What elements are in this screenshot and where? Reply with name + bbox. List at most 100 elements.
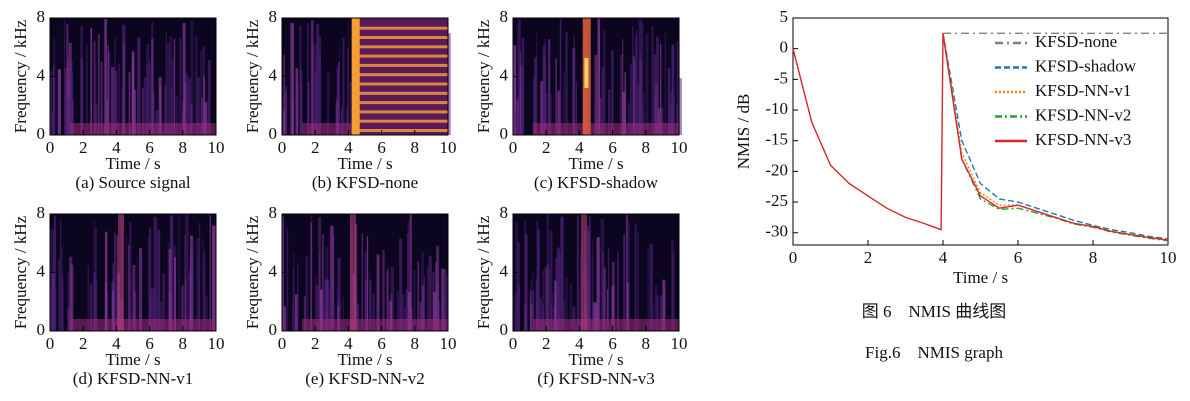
y-tick-label: 4: [500, 65, 509, 84]
spectrogram-texture: [203, 102, 207, 135]
x-axis-label: Time / s: [105, 350, 160, 369]
spectrogram-texture: [351, 91, 448, 95]
spectrogram-texture: [525, 268, 528, 331]
spectrogram-texture: [340, 108, 343, 135]
spectrogram-texture: [104, 282, 107, 331]
spectrogram-texture: [637, 230, 639, 331]
spectrogram-texture: [649, 243, 653, 331]
spectrogram-texture: [136, 256, 138, 331]
spectrogram-texture: [419, 302, 422, 331]
spectrogram-texture: [407, 221, 409, 331]
spectrogram-texture: [591, 238, 594, 331]
spectrogram-texture: [134, 89, 136, 135]
spectrogram-texture: [207, 60, 211, 135]
spectrogram-texture: [170, 89, 173, 135]
spectrogram-texture: [314, 71, 318, 135]
spectrogram-texture: [650, 265, 653, 331]
panel-caption: (e) KFSD-NN-v2: [305, 369, 424, 388]
x-tick-label: 8: [642, 334, 651, 353]
spectrogram-texture: [654, 83, 658, 135]
spectrogram-texture: [149, 288, 153, 331]
spectrogram-texture: [318, 36, 322, 135]
spectrogram-texture: [602, 282, 604, 331]
spectrogram-texture: [616, 259, 619, 331]
spectrogram-texture: [546, 268, 550, 331]
spectrogram-texture: [551, 292, 554, 331]
spectrogram-texture: [639, 59, 643, 136]
spectrogram-texture: [630, 63, 632, 135]
plot-frame: [792, 17, 1169, 246]
spectrogram-texture: [412, 269, 416, 331]
spectrogram-texture: [660, 43, 662, 135]
spectrogram-texture: [338, 301, 342, 331]
spectrogram-texture: [351, 54, 448, 58]
x-tick-label: 10: [440, 334, 457, 353]
x-axis-label: Time / s: [105, 154, 160, 173]
spectrogram-texture: [550, 93, 553, 135]
spectrogram-texture: [654, 93, 657, 135]
spectrogram-texture: [63, 20, 66, 136]
spectrogram-texture: [627, 102, 630, 135]
spectrogram-texture: [364, 251, 367, 331]
x-tick-label: 8: [642, 138, 651, 157]
x-tick-label: 2: [864, 248, 873, 267]
spectrogram-texture: [542, 45, 546, 136]
spectrogram-texture: [351, 110, 448, 114]
spectrogram-texture: [155, 110, 159, 135]
spectrogram-texture: [319, 289, 323, 331]
spectrogram-texture: [399, 238, 403, 331]
x-axis-label: Time / s: [568, 154, 623, 173]
spectrogram-texture: [587, 231, 590, 331]
spectrogram-texture: [180, 285, 185, 331]
spectrogram-texture: [326, 285, 328, 331]
spectrogram-texture: [559, 19, 562, 135]
spectrogram-texture: [69, 72, 74, 135]
spectrogram-texture: [146, 65, 149, 135]
spectrogram-texture: [544, 92, 548, 135]
spectrogram-texture: [634, 223, 637, 331]
spectrogram-texture: [296, 263, 299, 331]
spectrogram-texture: [351, 36, 448, 39]
x-tick-label: 0: [278, 138, 287, 157]
spectrogram-texture: [542, 270, 545, 331]
spectrogram-texture: [212, 225, 216, 331]
spectrogram-texture: [632, 25, 634, 135]
spectrogram-texture: [623, 234, 626, 331]
spectrogram-texture: [67, 98, 70, 135]
spectrogram-texture: [70, 319, 216, 331]
spectrogram-texture: [603, 29, 606, 136]
x-tick-label: 0: [46, 138, 55, 157]
spectrogram-texture: [286, 228, 289, 331]
spectrogram-texture: [157, 229, 161, 331]
spectrogram-texture: [282, 57, 284, 135]
spectrogram-texture: [67, 58, 70, 135]
x-axis-label: Time / s: [337, 154, 392, 173]
spectrogram-texture: [307, 82, 310, 135]
spectrogram-texture: [117, 63, 120, 135]
y-tick-label: -25: [765, 191, 788, 210]
spectrogram-texture: [150, 38, 154, 135]
spectrogram-texture: [588, 216, 591, 331]
panel-caption: (c) KFSD-shadow: [534, 173, 659, 192]
spectrogram-texture: [541, 304, 544, 331]
spectrogram-texture: [351, 82, 448, 86]
spectrogram-texture: [600, 218, 605, 331]
spectrogram-texture: [516, 99, 519, 135]
spectrogram-texture: [676, 103, 680, 135]
spectrogram-texture: [597, 18, 601, 135]
spectrogram-texture: [659, 295, 663, 331]
spectrogram-texture: [626, 221, 630, 331]
spectrogram-texture: [515, 222, 519, 331]
spectrogram-texture: [349, 81, 352, 135]
spectrogram-texture: [318, 251, 320, 331]
spectrogram-texture: [284, 93, 286, 135]
x-tick-label: 2: [542, 138, 551, 157]
x-tick-label: 4: [112, 334, 121, 353]
spectrogram-texture: [544, 267, 547, 331]
spectrogram-texture: [601, 66, 605, 135]
spectrogram-texture: [557, 90, 561, 135]
spectrogram-texture: [307, 23, 309, 135]
spectrogram-texture: [389, 301, 392, 331]
y-tick-label: 0: [780, 38, 789, 57]
